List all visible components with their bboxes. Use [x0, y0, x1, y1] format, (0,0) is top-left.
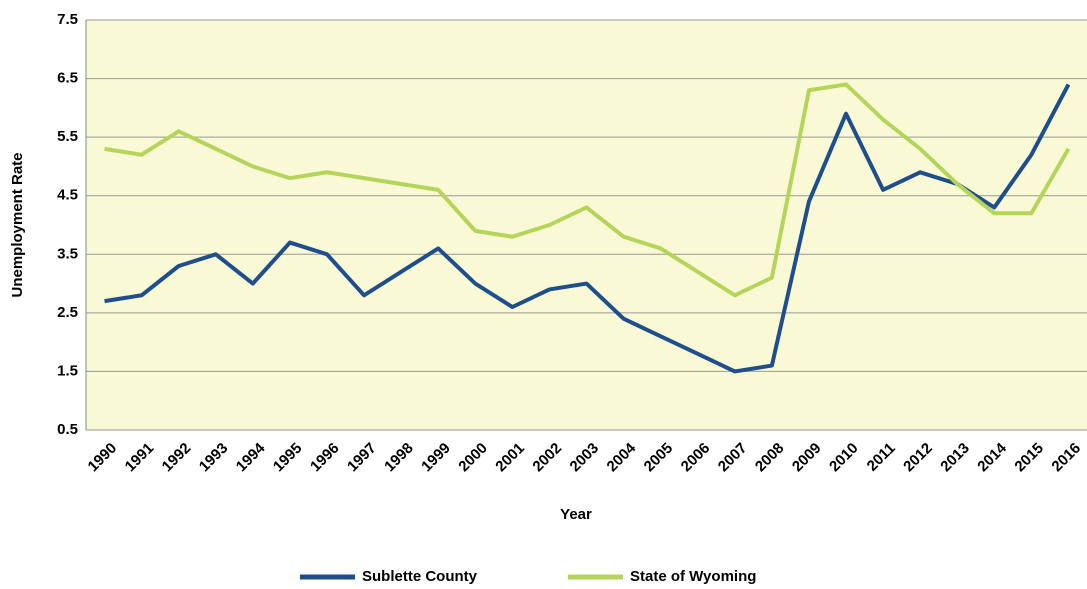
- x-tick-label: 2008: [752, 440, 788, 476]
- x-tick-label: 1994: [233, 439, 269, 475]
- x-tick-label: 2011: [864, 440, 899, 475]
- y-tick-label: 3.5: [57, 245, 78, 262]
- x-tick-label: 1997: [344, 440, 380, 476]
- y-tick-label: 0.5: [57, 421, 78, 438]
- x-tick-label: 2003: [567, 440, 603, 476]
- y-tick-label: 5.5: [57, 128, 78, 145]
- x-tick-label: 1998: [381, 440, 417, 476]
- series-line: [104, 82, 1071, 298]
- x-tick-label: 2001: [492, 440, 528, 476]
- x-tick-label: 2016: [1048, 440, 1084, 476]
- x-tick-label: 1995: [270, 440, 306, 476]
- x-tick-label: 2013: [937, 440, 973, 476]
- x-tick-label: 2000: [455, 440, 491, 476]
- legend-label: Sublette County: [362, 568, 478, 585]
- x-tick-label: 1999: [418, 440, 454, 476]
- plot-area: [86, 20, 1087, 430]
- y-tick-label: 4.5: [57, 187, 78, 204]
- x-tick-label: 2015: [1011, 440, 1047, 476]
- x-tick-label: 2014: [974, 439, 1010, 475]
- x-tick-label: 1993: [196, 440, 232, 476]
- x-tick-label: 2006: [678, 440, 714, 476]
- x-tick-label: 2009: [789, 440, 825, 476]
- x-tick-label: 1991: [122, 440, 158, 476]
- y-tick-label: 2.5: [57, 304, 78, 321]
- y-tick-label: 6.5: [57, 70, 78, 87]
- x-tick-label: 1996: [307, 440, 343, 476]
- x-tick-label: 1992: [159, 440, 195, 476]
- legend-label: State of Wyoming: [630, 568, 756, 585]
- y-axis-title: Unemployment Rate: [9, 152, 26, 297]
- x-tick-label: 2002: [529, 440, 565, 476]
- y-tick-label: 7.5: [57, 11, 78, 28]
- x-tick-label: 2005: [641, 440, 677, 476]
- series-line: [104, 83, 1071, 374]
- x-tick-label: 2010: [826, 440, 862, 476]
- x-tick-label: 2004: [604, 439, 640, 475]
- x-tick-label: 1990: [85, 440, 121, 476]
- y-tick-label: 1.5: [57, 362, 78, 379]
- x-axis-title: Year: [560, 506, 592, 523]
- x-tick-label: 2012: [900, 440, 936, 476]
- x-tick-label: 2007: [715, 440, 751, 476]
